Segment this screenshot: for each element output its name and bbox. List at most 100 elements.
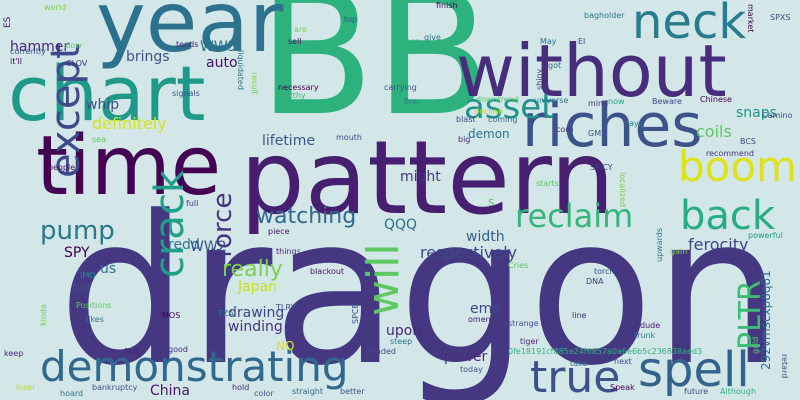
word-ww2: WW2 [190, 239, 227, 255]
word-positions: Positions [76, 301, 112, 310]
word-days: days [624, 119, 643, 128]
word-whip: whip [86, 97, 120, 113]
word-pattern: pattern [240, 119, 615, 238]
word-true: true [530, 352, 621, 400]
word-first: first [124, 347, 140, 356]
word-hash: 0fe18191cf885e24f6857a0a6e6b5c236838aed3 [508, 347, 703, 356]
word-bagholder: bagholder [584, 11, 625, 20]
word-likes: likes [86, 315, 104, 324]
word-currently: currently [10, 47, 46, 56]
word-keep: keep [4, 349, 24, 358]
word-speak: Speak [610, 383, 635, 392]
word-dragon: dragon [58, 173, 784, 400]
word-dna: DNA [586, 277, 604, 286]
word-carrying: carrying [384, 83, 417, 92]
word-upon: upon [386, 323, 422, 339]
word-today: today [460, 365, 483, 374]
word-torch: torch [594, 267, 615, 276]
word-good: good [168, 345, 188, 354]
word-got: got [548, 61, 562, 70]
word-power: power [444, 349, 488, 365]
word-mind: mind [588, 99, 609, 108]
word-camino: Camino [762, 111, 793, 120]
word-mos: MOS [162, 311, 181, 320]
word-trunk: trunk [634, 331, 656, 340]
word-now: now [608, 97, 625, 106]
word-spxs: SPXS [770, 13, 791, 22]
word-give: give [424, 33, 441, 42]
word-although: Although [720, 387, 757, 396]
word-s: s [488, 195, 495, 209]
word-bankruptcy: bankruptcy [92, 383, 138, 392]
word-imo: IMO [80, 271, 96, 280]
word-292vmscxp8q81: 292vmscxp8q81 [759, 270, 773, 370]
word-crack: crack [147, 169, 193, 278]
word-chart: chart [8, 49, 206, 138]
word-result: result [250, 72, 259, 95]
word-sell: sell [288, 37, 302, 46]
word-fire: fire [404, 97, 418, 106]
word-downtrend: downtrend [476, 95, 519, 104]
word-starts: starts [536, 179, 559, 188]
word-will: will [358, 243, 409, 316]
word-bcs: BCS [740, 137, 757, 146]
word-es: ES [3, 16, 13, 28]
word-liquidated: liquidated [236, 50, 245, 90]
word-emo: emo [470, 301, 501, 317]
word-snaps: snaps [736, 105, 777, 121]
word-china: China [150, 383, 190, 399]
word-mouth: mouth [336, 133, 362, 142]
word-demonstrating: demonstrating [40, 342, 349, 391]
word-time: time [36, 119, 222, 214]
word-tza: TZA [218, 309, 234, 318]
word-redd: redd [168, 237, 200, 253]
word-line: line [572, 311, 587, 320]
word-worthy: worthy [278, 91, 306, 100]
word-kinda: kinda [39, 304, 48, 326]
word-might: might [400, 169, 441, 185]
word-coming: coming [488, 115, 518, 124]
word-brings: brings [126, 49, 170, 65]
word-winding: winding [228, 319, 283, 335]
word-upwards: upwards [655, 228, 664, 262]
word-lifetime: lifetime [262, 133, 315, 149]
word-big: big [458, 135, 471, 144]
word-itll: it'll [10, 57, 23, 66]
word-full: full [186, 199, 199, 208]
word-reclaim: reclaim [515, 197, 634, 235]
word-tiger: tiger [520, 337, 539, 346]
word-auto: auto [206, 55, 238, 71]
word-loser: loser [16, 383, 36, 392]
word-really: really [222, 257, 283, 282]
word-clov: CLOV [66, 59, 88, 68]
word-japan: Japan [238, 279, 278, 295]
word-gain: gain [670, 247, 688, 256]
word-corn: corn [556, 125, 574, 134]
word-straight: straight [292, 387, 324, 396]
word-nq: NQ [276, 339, 295, 353]
word-slow: slow [64, 41, 82, 50]
word-localized: localized [618, 172, 627, 208]
word-blackout: blackout [310, 267, 345, 276]
word-color: color [254, 389, 274, 398]
word-decline: decline [474, 107, 503, 116]
word-gold: gold [751, 336, 760, 354]
word-spell: spell [638, 342, 750, 398]
word-fight: fight [72, 283, 91, 292]
word-strange: strange [508, 319, 539, 328]
word-are: are [294, 25, 307, 34]
word-hold: hold [232, 383, 250, 392]
word-ww3: WW3 [200, 39, 237, 55]
word-spy: SPY [64, 245, 90, 261]
word-chinese: Chinese [700, 95, 732, 104]
word-world: world [44, 3, 67, 12]
word-us: us [100, 261, 117, 277]
word-qqq: QQQ [384, 217, 418, 233]
word-pump: pump [40, 216, 115, 246]
word-powerful: powerful [748, 231, 783, 240]
word-back: back [680, 193, 776, 239]
word-beware: Beware [652, 97, 682, 106]
word-gme: GME [588, 129, 607, 138]
word-necessary: necessary [278, 83, 319, 92]
